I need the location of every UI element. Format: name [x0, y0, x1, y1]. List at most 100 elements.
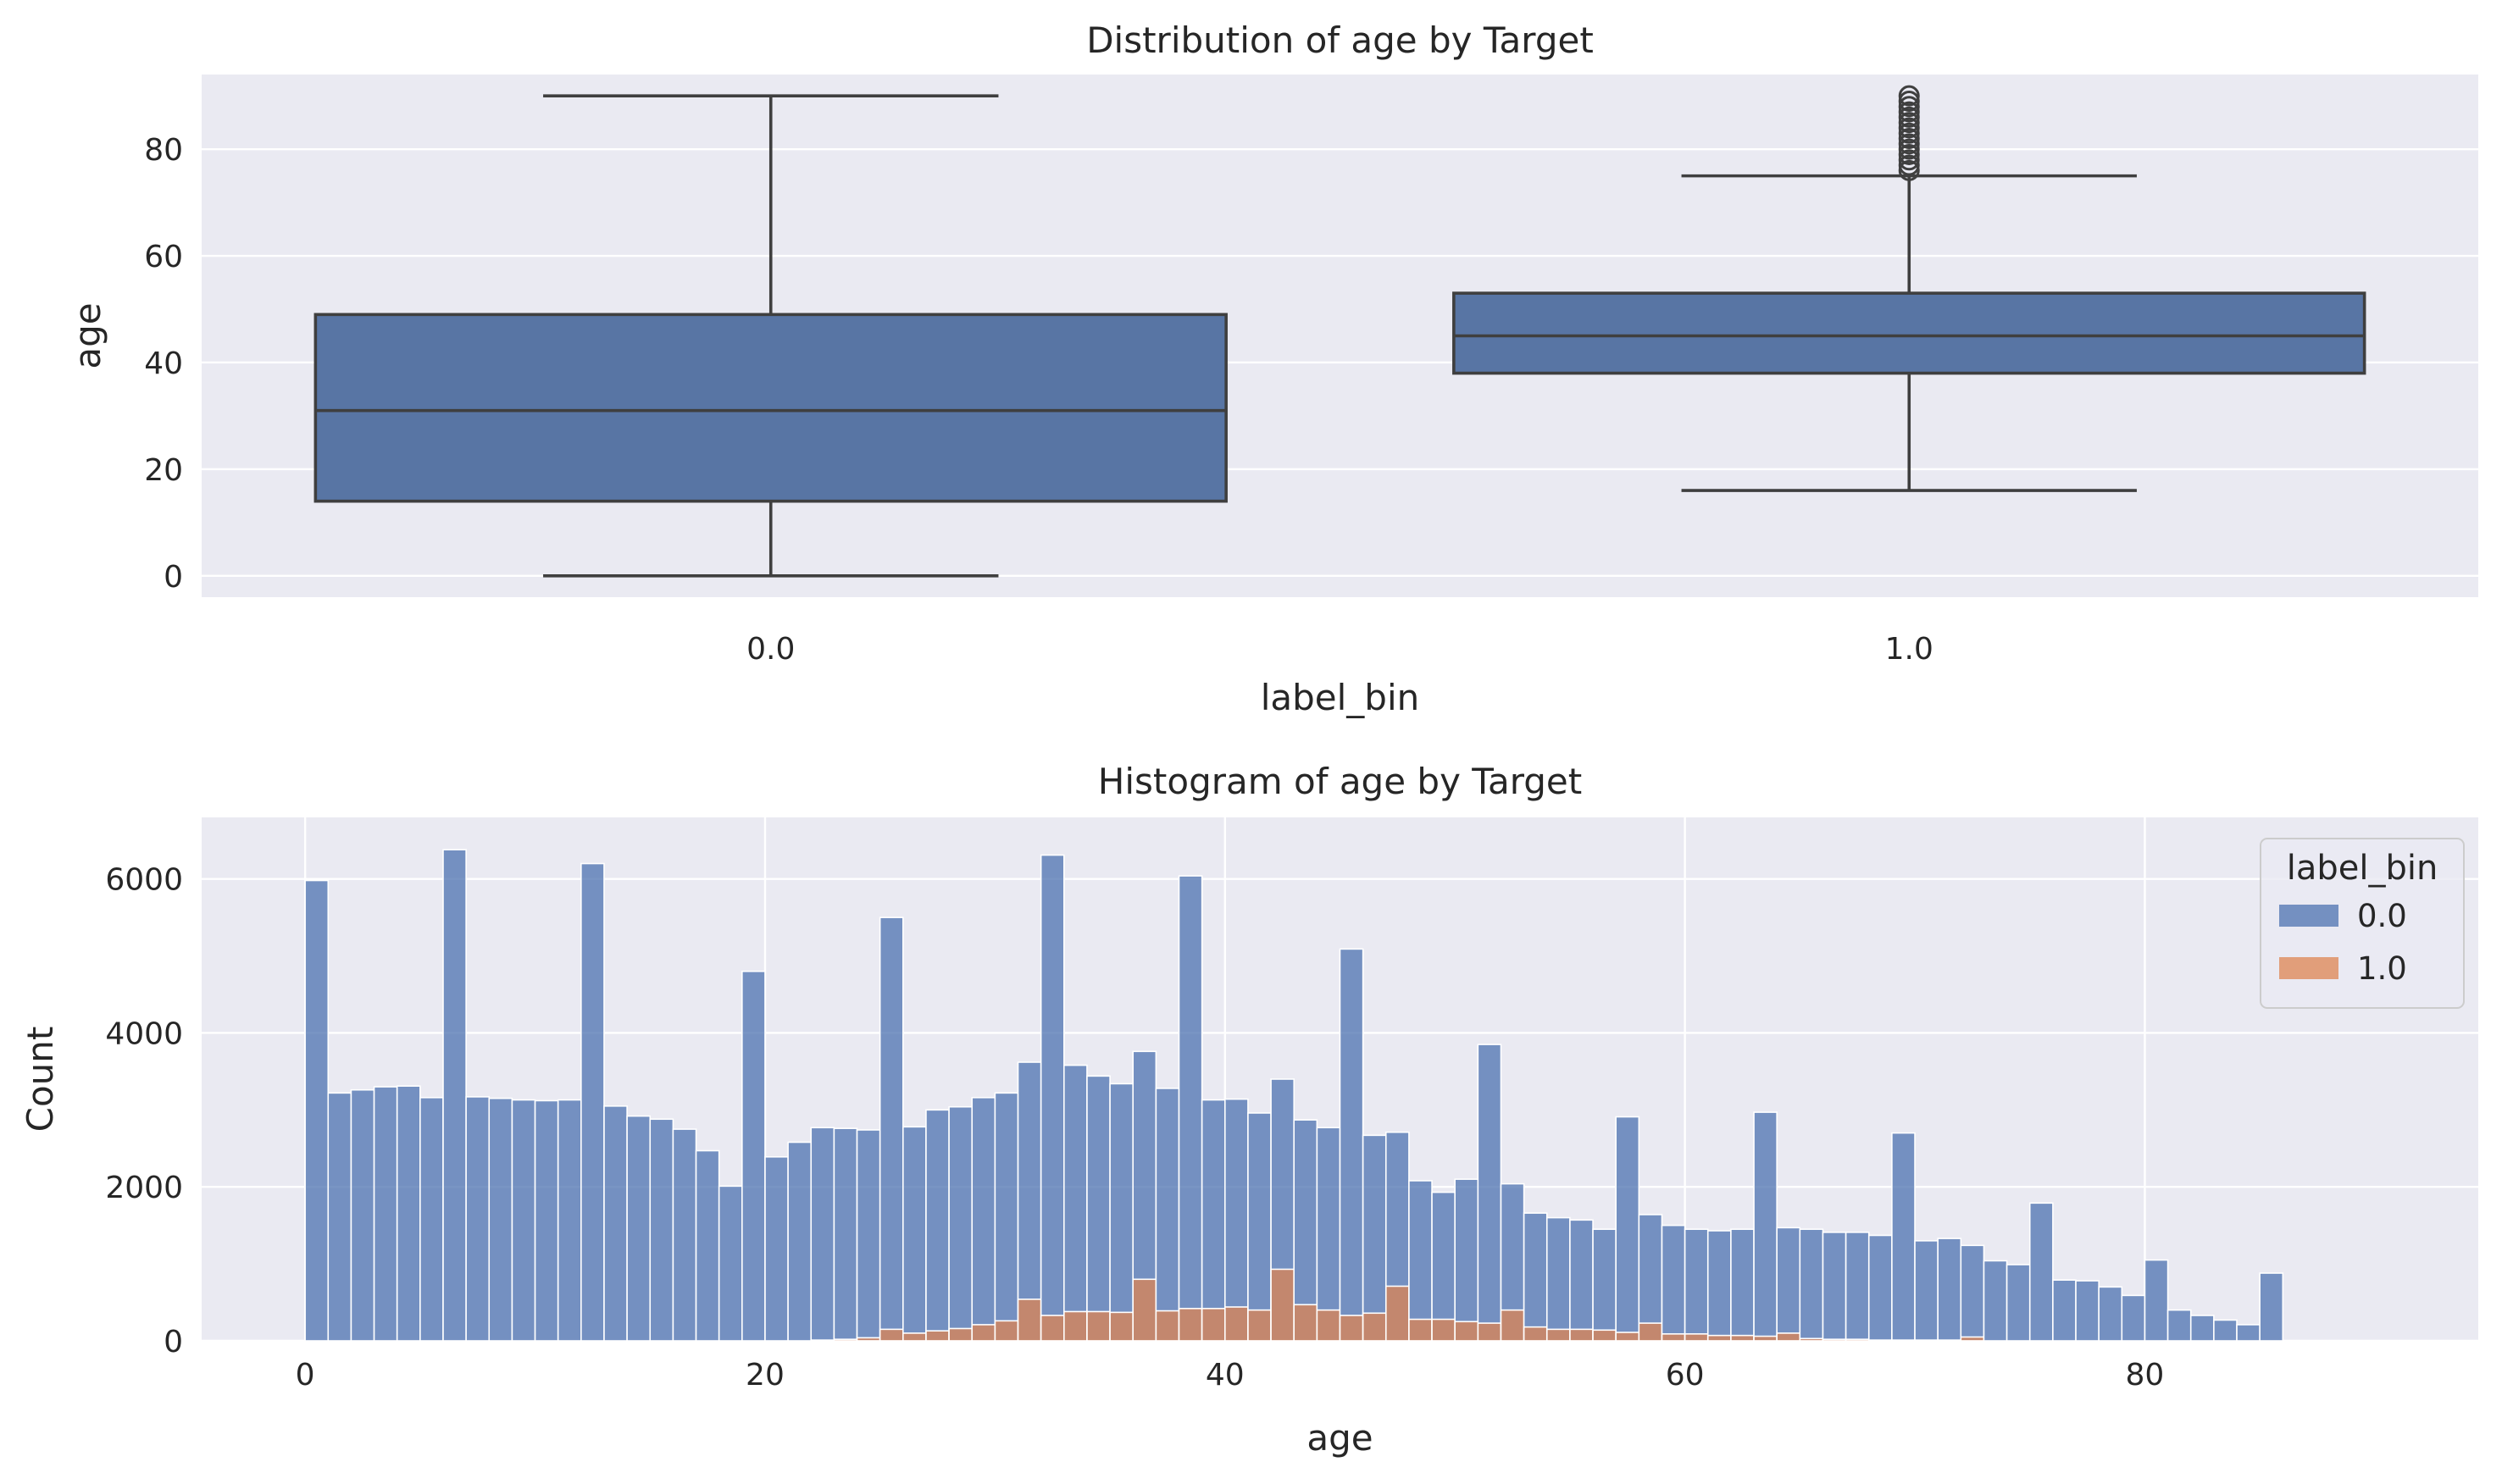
histogram-x-tick-label: 60 [1666, 1358, 1705, 1393]
histogram-bar-0.0 [2189, 1315, 2215, 1342]
histogram-bar-0.0 [419, 1097, 444, 1342]
histogram-bar-0.0 [2052, 1279, 2077, 1342]
histogram-bar-1.0 [1776, 1332, 1801, 1342]
histogram-bar-0.0 [442, 849, 467, 1342]
histogram-bar-1.0 [833, 1338, 858, 1342]
histogram-bar-0.0 [810, 1127, 835, 1342]
histogram-bar-0.0 [2236, 1324, 2261, 1342]
histogram-bar-0.0 [350, 1088, 375, 1342]
histogram-bar-0.0 [2028, 1202, 2054, 1342]
histogram-bar-0.0 [1201, 1099, 1226, 1342]
histogram-bar-0.0 [534, 1099, 559, 1342]
histogram-tick-labels: 0 2000 4000 6000 0 20 40 60 80 [105, 863, 2164, 1393]
histogram-bar-0.0 [1937, 1238, 1962, 1342]
histogram-x-tick-label: 0 [296, 1358, 315, 1393]
histogram-bar-0.0 [1178, 875, 1203, 1342]
histogram-bar-0.0 [1086, 1075, 1111, 1342]
histogram-bar-0.0 [1316, 1127, 1341, 1342]
boxplot-x-tick-label: 1.0 [1885, 632, 1933, 667]
box-outlier-point [1898, 138, 1920, 160]
boxplot-y-tick-label: 20 [144, 453, 183, 488]
legend-swatch-1.0 [2279, 957, 2338, 979]
histogram-bar-0.0 [373, 1086, 398, 1342]
box-outlier-point [1898, 117, 1920, 139]
histogram-bar-1.0 [1753, 1335, 1778, 1342]
box-outlier-point [1898, 85, 1920, 107]
histogram-bar-1.0 [1867, 1339, 1893, 1342]
histogram-bar-0.0 [925, 1109, 950, 1342]
histogram-bar-1.0 [1247, 1309, 1272, 1342]
boxplot-marks [313, 85, 2366, 578]
histogram-bar-0.0 [1362, 1134, 1387, 1342]
histogram-bar-0.0 [1638, 1214, 1663, 1342]
box-outlier-point [1898, 96, 1920, 118]
histogram-bar-1.0 [1500, 1309, 1525, 1342]
histogram-bar-1.0 [1638, 1322, 1663, 1342]
histogram-bar-0.0 [1661, 1224, 1686, 1342]
histogram-bar-1.0 [1201, 1308, 1226, 1342]
histogram-legend: label_bin 0.0 1.0 [2260, 838, 2465, 1009]
histogram-bar-1.0 [879, 1328, 904, 1342]
histogram-bar-0.0 [1223, 1098, 1249, 1342]
histogram-bar-0.0 [1477, 1044, 1502, 1342]
histogram-bar-0.0 [1569, 1219, 1594, 1342]
histogram-bar-0.0 [1431, 1191, 1456, 1342]
boxplot-x-axis-label: label_bin [1261, 677, 1420, 718]
histogram-axes: 0 2000 4000 6000 0 20 40 60 80 Histogram of age … [19, 761, 2478, 1459]
histogram-bar-1.0 [1132, 1278, 1157, 1342]
histogram-bar-0.0 [1454, 1178, 1479, 1342]
boxplot-x-tick-label: 0.0 [746, 632, 795, 667]
histogram-bar-1.0 [1615, 1332, 1640, 1342]
histogram-bar-0.0 [327, 1092, 352, 1342]
histogram-bar-0.0 [672, 1128, 697, 1342]
histogram-bar-1.0 [1316, 1309, 1341, 1342]
histogram-bar-0.0 [971, 1097, 996, 1342]
histogram-bar-0.0 [557, 1099, 582, 1342]
histogram-bar-0.0 [396, 1085, 421, 1342]
histogram-bar-1.0 [1661, 1333, 1686, 1342]
histogram-bar-0.0 [1684, 1228, 1709, 1342]
histogram-bar-0.0 [580, 862, 605, 1342]
histogram-bar-0.0 [2259, 1272, 2284, 1342]
histogram-y-tick-label: 6000 [105, 863, 183, 898]
box-outlier-point [1898, 149, 1920, 171]
histogram-bar-0.0 [1753, 1111, 1778, 1342]
histogram-bar-0.0 [2075, 1280, 2100, 1342]
box-iqr-0.0 [313, 313, 1228, 503]
histogram-bar-0.0 [1615, 1116, 1640, 1342]
histogram-bar-1.0 [1017, 1298, 1042, 1342]
histogram-bar-1.0 [810, 1339, 835, 1342]
legend-label-1.0: 1.0 [2357, 950, 2407, 987]
boxplot-y-axis-label: age [67, 302, 108, 368]
histogram-bar-1.0 [1799, 1337, 1824, 1342]
histogram-bar-0.0 [1776, 1227, 1801, 1342]
histogram-bar-0.0 [1592, 1228, 1617, 1342]
histogram-y-tick-label: 2000 [105, 1171, 183, 1205]
histogram-bar-1.0 [948, 1327, 974, 1342]
boxplot-y-tick-label: 0 [164, 560, 183, 595]
histogram-bar-0.0 [1867, 1234, 1893, 1342]
histogram-y-axis-label: Count [19, 1027, 61, 1132]
histogram-bar-1.0 [1914, 1339, 1939, 1342]
histogram-bar-0.0 [2005, 1264, 2031, 1342]
histogram-bar-0.0 [511, 1099, 536, 1342]
histogram-bar-0.0 [304, 879, 330, 1342]
histogram-x-tick-label: 20 [746, 1358, 785, 1393]
histogram-bar-1.0 [1040, 1315, 1065, 1342]
histogram-bar-1.0 [1960, 1336, 1985, 1342]
histogram-bar-0.0 [1914, 1240, 1939, 1342]
histogram-bar-1.0 [1845, 1338, 1870, 1342]
boxplot-y-tick-label: 80 [144, 133, 183, 168]
histogram-bar-0.0 [626, 1115, 652, 1342]
histogram-bar-1.0 [1270, 1268, 1295, 1342]
histogram-x-tick-label: 40 [1206, 1358, 1245, 1393]
box-outlier-point [1898, 159, 1920, 181]
histogram-bar-1.0 [1684, 1333, 1709, 1342]
histogram-bar-0.0 [1545, 1216, 1571, 1342]
histogram-bar-1.0 [1293, 1304, 1318, 1342]
histogram-y-tick-label: 0 [164, 1325, 183, 1359]
histogram-bar-1.0 [1339, 1315, 1364, 1342]
histogram-bar-0.0 [764, 1155, 789, 1342]
histogram-bar-0.0 [1706, 1230, 1732, 1342]
box-outlier-point [1898, 128, 1920, 150]
